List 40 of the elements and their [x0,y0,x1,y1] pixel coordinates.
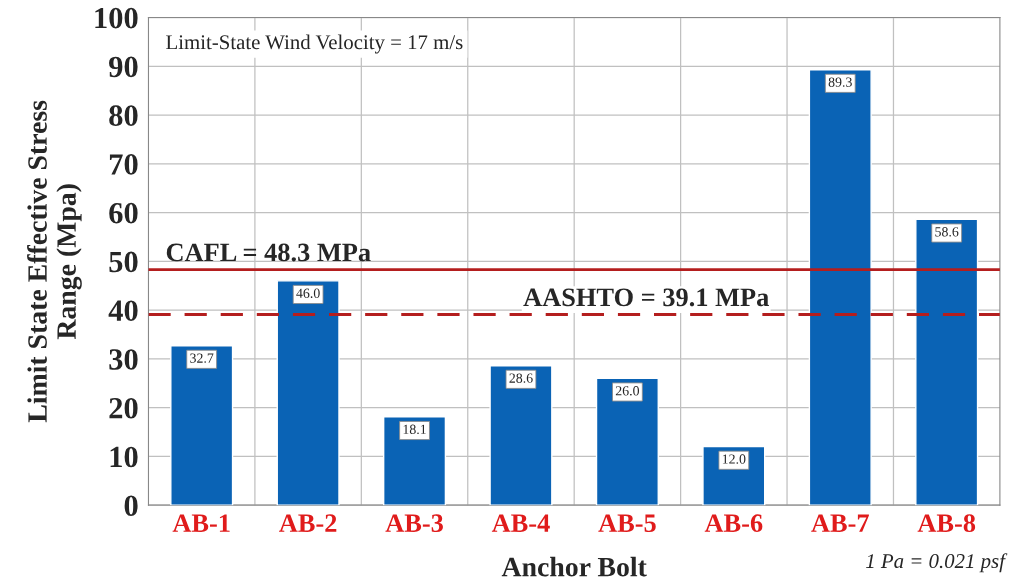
x-tick-label: AB-8 [917,514,976,533]
annotation: Limit-State Wind Velocity = 17 m/s [166,34,463,54]
data-label: 89.3 [828,77,852,87]
y-tick-label: 50 [109,251,138,273]
y-tick-label: 90 [109,56,138,78]
data-label: 18.1 [403,424,426,435]
y-tick-label: 0 [124,495,138,517]
y-tick-label: 70 [109,154,138,175]
bar [489,364,553,506]
text: 1 Pa = 0.021 psf [866,553,1008,573]
x-tick-label: AB-1 [172,514,230,532]
y-tick-label: 40 [108,300,138,322]
x-tick-label: AB-6 [704,514,763,533]
x-axis-title: Anchor Bolt [501,556,647,577]
y-tick-label: 80 [109,105,138,126]
x-tick-label: AB-4 [491,514,550,532]
data-label: 26.0 [615,386,640,396]
x-tick-label: AB-5 [598,514,656,533]
y-tick-label: 30 [109,349,138,370]
x-tick-label: AB-7 [811,514,869,532]
y-tick-label: 100 [95,7,138,29]
bar [915,218,979,506]
data-label: 28.6 [509,373,533,383]
data-label: 32.7 [190,353,214,363]
bar [276,280,340,506]
y-tick-label: 20 [109,397,138,419]
data-label: 58.6 [935,227,959,237]
bar [595,377,659,506]
bar [808,69,872,506]
data-label: 12.0 [722,454,746,464]
x-tick-label: AB-2 [279,514,337,532]
y-tick-label: 60 [109,202,138,224]
y-tick-label: 10 [110,446,138,468]
ref-line-label: AASHTO = 39.1 MPa [523,288,769,307]
x-tick-label: AB-3 [385,514,443,533]
ref-line-label: CAFL = 48.3 MPa [166,243,371,262]
bar [170,345,234,506]
y-axis-title: Limit State Effective Stress Range (Mpa) [27,100,82,423]
bar [382,416,447,506]
data-label: 46.0 [296,288,320,298]
